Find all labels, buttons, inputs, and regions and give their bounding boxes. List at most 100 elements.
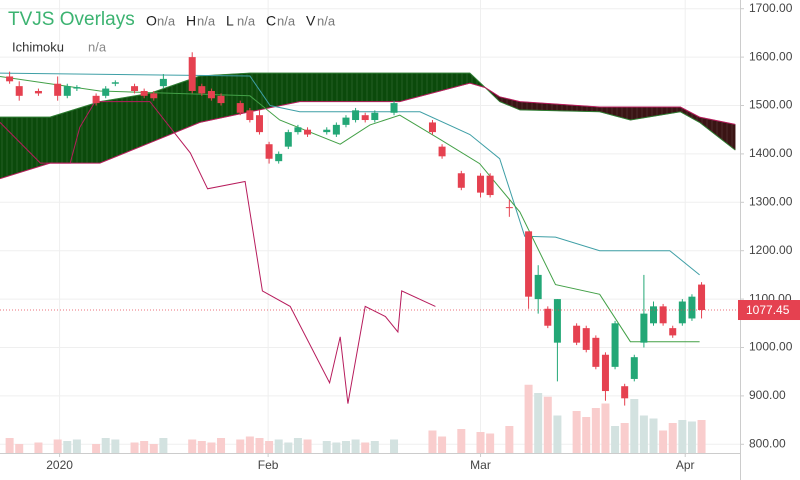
volume-bar bbox=[207, 442, 216, 453]
last-price-box bbox=[738, 300, 800, 321]
volume-bar bbox=[390, 439, 399, 453]
volume-bar bbox=[255, 438, 264, 453]
volume-bar bbox=[687, 421, 696, 453]
volume-bar bbox=[130, 442, 139, 453]
volume-bar bbox=[505, 426, 514, 453]
volume-bar bbox=[140, 441, 149, 453]
candle-body bbox=[236, 103, 244, 113]
volume-bar bbox=[476, 432, 485, 453]
candle-body bbox=[688, 296, 696, 319]
x-tick-label: 2020 bbox=[46, 458, 73, 472]
overlay-value: n/a bbox=[88, 39, 107, 54]
candle-body bbox=[477, 175, 485, 193]
last-price-label: 1077.45 bbox=[746, 303, 790, 317]
candle-body bbox=[323, 129, 331, 133]
candle-body bbox=[102, 88, 110, 96]
candle-body bbox=[371, 112, 379, 121]
volume-bar bbox=[5, 438, 14, 453]
volume-bar bbox=[53, 439, 62, 453]
candle-body bbox=[54, 83, 62, 96]
candle-body bbox=[544, 308, 552, 326]
volume-bar bbox=[351, 439, 360, 453]
price-axis-panel bbox=[740, 0, 800, 480]
candle-body bbox=[352, 110, 360, 121]
candle-body bbox=[304, 129, 312, 135]
candle-body bbox=[34, 90, 42, 94]
volume-bar bbox=[601, 403, 610, 453]
candle-body bbox=[553, 299, 561, 343]
candle-body bbox=[198, 86, 206, 94]
candle-body bbox=[6, 76, 14, 82]
candle-body bbox=[92, 95, 100, 104]
candle-body bbox=[457, 173, 465, 188]
candle-body bbox=[159, 78, 167, 87]
candle-body bbox=[207, 90, 215, 99]
volume-bar bbox=[524, 384, 533, 453]
candle-body bbox=[140, 90, 148, 96]
legend-value: n/a bbox=[317, 13, 336, 28]
volume-bar bbox=[428, 430, 437, 453]
candle-body bbox=[111, 82, 119, 84]
legend-value: n/a bbox=[237, 13, 256, 28]
volume-bar bbox=[630, 399, 639, 453]
volume-bar bbox=[553, 415, 562, 453]
candle-body bbox=[361, 115, 369, 121]
volume-bar bbox=[197, 441, 206, 453]
candle-body bbox=[265, 144, 273, 159]
ichimoku-line bbox=[0, 76, 700, 343]
cloud-fill bbox=[299, 72, 401, 102]
candle-body bbox=[650, 306, 658, 324]
volume-bar bbox=[649, 418, 658, 453]
volume-bar bbox=[284, 442, 293, 453]
candle-body bbox=[698, 284, 706, 311]
volume-bar bbox=[15, 444, 24, 453]
volume-bar bbox=[149, 444, 158, 453]
candle-body bbox=[438, 146, 446, 157]
volume-bar bbox=[591, 408, 600, 453]
candle-body bbox=[294, 127, 302, 133]
volume-bar bbox=[159, 438, 168, 453]
candle-body bbox=[246, 110, 254, 121]
x-tick-label: Apr bbox=[676, 458, 695, 472]
chart-title: TVJS Overlays bbox=[8, 9, 135, 30]
ichimoku-line bbox=[0, 72, 700, 276]
span-b bbox=[0, 82, 736, 180]
candle-body bbox=[630, 357, 638, 379]
volume-bar bbox=[572, 411, 581, 453]
candle-body bbox=[592, 337, 600, 367]
candle-body bbox=[188, 57, 196, 91]
legend-key: O bbox=[146, 13, 157, 29]
span-a bbox=[0, 72, 736, 151]
volume-bar bbox=[457, 429, 466, 453]
candle-body bbox=[428, 122, 436, 133]
volume-bar bbox=[101, 438, 110, 453]
candle-body bbox=[621, 386, 629, 399]
candle-body bbox=[573, 325, 581, 343]
y-tick-label: 1200.00 bbox=[749, 243, 793, 257]
volume-bar bbox=[534, 393, 543, 453]
volume-bar bbox=[639, 415, 648, 453]
legend-value: n/a bbox=[197, 13, 216, 28]
x-tick-label: Feb bbox=[258, 458, 279, 472]
volume-bar bbox=[322, 441, 331, 453]
volume-bar bbox=[486, 433, 495, 453]
candle-body bbox=[284, 132, 292, 147]
volume-bar bbox=[611, 426, 620, 453]
volume-bar bbox=[188, 439, 197, 453]
y-tick-label: 1400.00 bbox=[749, 146, 793, 160]
volume-bar bbox=[63, 441, 72, 453]
volume-bar bbox=[582, 417, 591, 453]
legend-key: C bbox=[266, 13, 276, 29]
candle-body bbox=[486, 175, 494, 196]
candle-body bbox=[678, 301, 686, 324]
candle-body bbox=[390, 103, 398, 113]
legend-value: n/a bbox=[277, 13, 296, 28]
volume-bar bbox=[72, 439, 81, 453]
candle-body bbox=[611, 323, 619, 367]
candle-body bbox=[640, 313, 648, 343]
candle-body bbox=[659, 306, 667, 324]
volume-bar bbox=[341, 441, 350, 453]
candle-body bbox=[534, 274, 542, 300]
volume-bar bbox=[620, 423, 629, 453]
overlay-name: Ichimoku bbox=[12, 39, 64, 54]
